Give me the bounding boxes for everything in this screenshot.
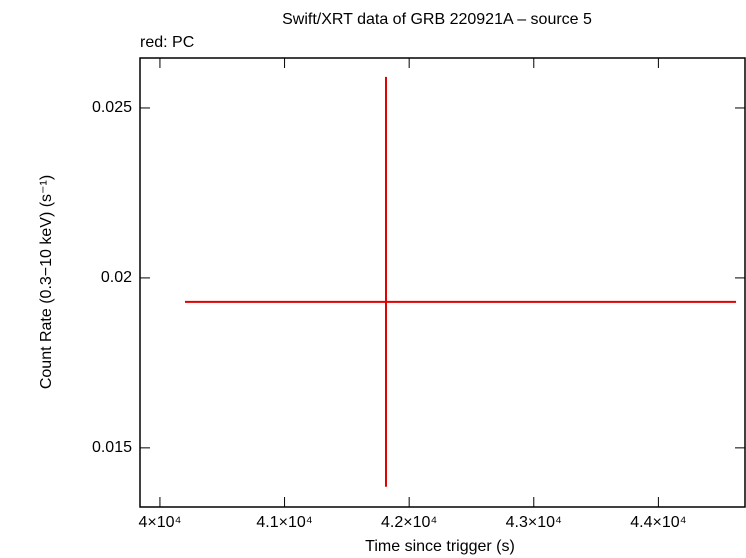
- x-tick-label: 4.3×10⁴: [506, 514, 562, 531]
- x-tick-label: 4.1×10⁴: [256, 514, 312, 531]
- y-axis-label: Count Rate (0.3−10 keV) (s⁻¹): [38, 175, 55, 389]
- x-tick-label: 4×10⁴: [138, 514, 181, 531]
- annotation: red: PC: [140, 34, 194, 51]
- x-tick-label: 4.2×10⁴: [381, 514, 437, 531]
- plot-frame: [139, 57, 746, 508]
- x-tick-label: 4.4×10⁴: [630, 514, 686, 531]
- y-tick-label: 0.015: [92, 439, 132, 456]
- x-axis-label: Time since trigger (s): [365, 538, 515, 555]
- y-tick-label: 0.02: [101, 269, 132, 286]
- chart-title: Swift/XRT data of GRB 220921A – source 5: [282, 11, 592, 28]
- y-tick-label: 0.025: [92, 99, 132, 116]
